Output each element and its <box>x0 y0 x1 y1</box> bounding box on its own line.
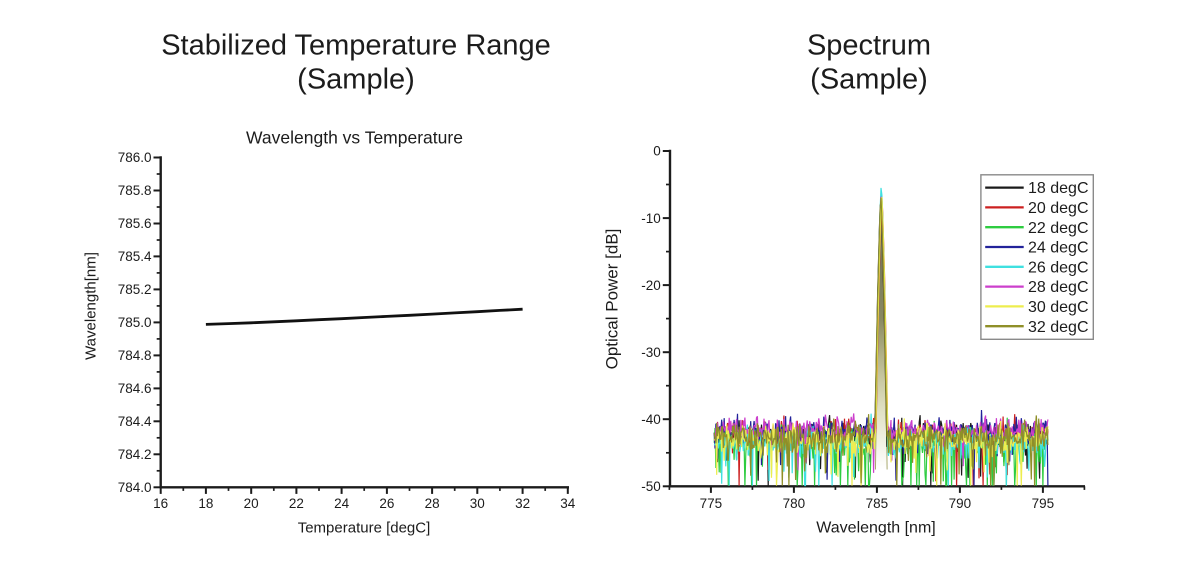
svg-text:30 degC: 30 degC <box>1028 299 1089 316</box>
svg-text:24: 24 <box>334 496 350 511</box>
svg-text:Stabilized Temperature Range: Stabilized Temperature Range <box>161 29 551 61</box>
svg-text:785.2: 785.2 <box>118 282 152 297</box>
svg-text:20: 20 <box>244 496 259 511</box>
svg-text:-10: -10 <box>641 211 661 226</box>
svg-text:18 degC: 18 degC <box>1028 180 1089 197</box>
svg-text:24 degC: 24 degC <box>1028 240 1089 257</box>
svg-text:22 degC: 22 degC <box>1028 220 1089 237</box>
svg-text:785.8: 785.8 <box>118 183 152 198</box>
svg-text:16: 16 <box>153 496 168 511</box>
svg-text:780: 780 <box>783 496 806 511</box>
svg-text:Temperature [degC]: Temperature [degC] <box>298 520 431 537</box>
svg-text:32: 32 <box>515 496 530 511</box>
svg-text:34: 34 <box>560 496 576 511</box>
svg-text:Wavelength vs Temperature: Wavelength vs Temperature <box>246 128 463 148</box>
svg-text:28 degC: 28 degC <box>1028 279 1089 296</box>
svg-text:785: 785 <box>866 496 889 511</box>
svg-text:-50: -50 <box>641 479 661 494</box>
svg-text:786.0: 786.0 <box>118 150 152 165</box>
svg-text:Wavelength[nm]: Wavelength[nm] <box>83 252 100 360</box>
svg-text:30: 30 <box>470 496 485 511</box>
svg-text:795: 795 <box>1032 496 1055 511</box>
svg-text:(Sample): (Sample) <box>810 63 928 95</box>
svg-text:785.0: 785.0 <box>118 315 152 330</box>
svg-text:Spectrum: Spectrum <box>807 29 931 61</box>
svg-text:-40: -40 <box>641 412 661 427</box>
svg-text:790: 790 <box>949 496 972 511</box>
svg-text:-20: -20 <box>641 278 661 293</box>
svg-text:32 degC: 32 degC <box>1028 319 1089 336</box>
svg-text:Wavelength [nm]: Wavelength [nm] <box>816 520 935 537</box>
svg-text:18: 18 <box>198 496 213 511</box>
svg-text:-30: -30 <box>641 345 661 360</box>
svg-text:20 degC: 20 degC <box>1028 200 1089 217</box>
svg-text:26 degC: 26 degC <box>1028 259 1089 276</box>
svg-text:784.6: 784.6 <box>118 381 152 396</box>
svg-text:26: 26 <box>379 496 394 511</box>
svg-text:784.8: 784.8 <box>118 348 152 363</box>
svg-text:785.6: 785.6 <box>118 216 152 231</box>
svg-text:784.4: 784.4 <box>118 414 152 429</box>
svg-text:Optical Power [dB]: Optical Power [dB] <box>603 229 622 370</box>
svg-text:785.4: 785.4 <box>118 249 152 264</box>
svg-text:(Sample): (Sample) <box>297 63 415 95</box>
svg-text:784.0: 784.0 <box>118 480 152 495</box>
svg-text:22: 22 <box>289 496 304 511</box>
svg-text:28: 28 <box>425 496 440 511</box>
svg-text:784.2: 784.2 <box>118 447 152 462</box>
svg-text:0: 0 <box>653 144 661 159</box>
svg-text:775: 775 <box>700 496 723 511</box>
